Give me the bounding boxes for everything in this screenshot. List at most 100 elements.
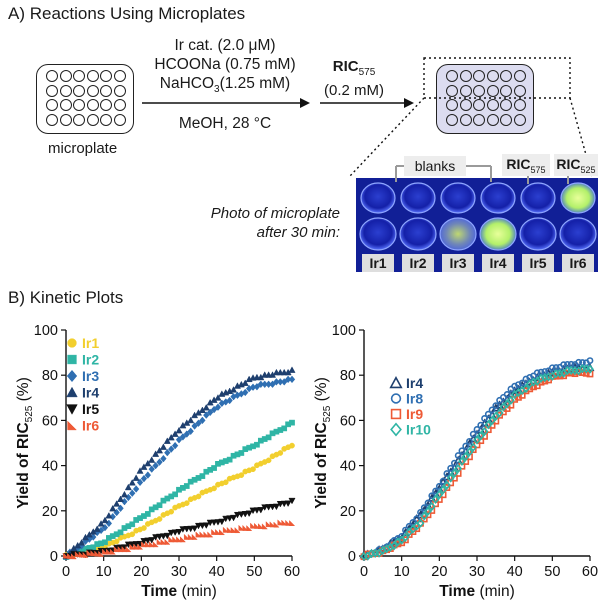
data-point [289, 519, 296, 526]
data-point [234, 526, 241, 534]
data-point [261, 523, 268, 530]
microplate-photo: blanks RIC575 RIC525 Ir1 Ir2 Ir3 Ir4 Ir5 Ir6 [356, 154, 598, 272]
series-ir10 [360, 364, 594, 561]
data-point [128, 479, 136, 486]
data-point [82, 551, 89, 558]
microplate-well [446, 113, 458, 126]
photo-well-bottom [519, 217, 557, 251]
data-point [167, 433, 175, 441]
x-tick-label: 20 [133, 564, 149, 580]
data-point [246, 524, 253, 531]
photo-well-top [440, 182, 476, 214]
microplate-well [86, 99, 99, 111]
microplate-well [500, 113, 512, 126]
x-tick-label: 10 [96, 564, 112, 580]
data-point [117, 529, 124, 536]
microplate-well [473, 84, 485, 97]
y-tick-label: 100 [332, 323, 356, 339]
data-point [257, 522, 265, 530]
data-point [481, 415, 488, 422]
data-point [195, 419, 202, 427]
data-point [129, 521, 136, 528]
data-point [465, 447, 474, 457]
condition-catalyst: Ir cat. (2.0 μM) [174, 37, 276, 54]
data-point [447, 464, 455, 472]
data-point [160, 454, 167, 463]
microplate-well [46, 113, 58, 126]
data-point [176, 536, 183, 543]
data-point [168, 445, 175, 453]
data-point [413, 525, 421, 533]
data-point [159, 443, 167, 450]
data-point [129, 531, 136, 538]
data-point [469, 430, 477, 438]
microplate-well [446, 84, 458, 97]
data-point [420, 511, 429, 521]
data-point [586, 357, 594, 364]
legend-label: Ir4 [406, 375, 423, 391]
y-tick-label: 80 [42, 368, 58, 384]
y-tick-label: 40 [340, 459, 356, 475]
data-point [90, 549, 97, 557]
microplate-well [86, 84, 99, 97]
x-tick-label: 30 [171, 564, 187, 580]
data-point [93, 525, 101, 532]
data-point [420, 504, 428, 512]
microplate-well [113, 84, 126, 97]
x-tick-label: 30 [469, 564, 485, 580]
microplate-well [73, 99, 85, 111]
microplate-well [113, 70, 126, 82]
lane-label-ir2: Ir2 [402, 254, 434, 272]
data-point [124, 483, 132, 491]
legend-label: Ir2 [82, 352, 99, 368]
data-point [506, 395, 515, 405]
data-point [462, 442, 470, 450]
data-point [265, 457, 272, 464]
photo-well-bottom [439, 217, 477, 251]
microplate-well [86, 70, 99, 82]
data-point [148, 537, 156, 544]
legend-marker [390, 422, 402, 437]
data-point [230, 514, 238, 522]
data-point [195, 493, 202, 500]
data-point [207, 531, 214, 538]
legend-label: Ir9 [406, 406, 423, 422]
data-point [417, 508, 424, 516]
microplate-well [59, 113, 72, 126]
y-axis-label: Yield of RIC525 (%) [15, 377, 35, 509]
data-point [269, 521, 276, 528]
data-point [102, 548, 109, 555]
data-point [265, 521, 272, 528]
photo-caption: Photo of microplate after 30 min: [210, 205, 340, 241]
data-point [156, 458, 163, 466]
legend-marker [67, 338, 77, 348]
microplate-well [86, 113, 99, 126]
photo-well-bottom [359, 217, 397, 251]
data-point [218, 518, 226, 526]
data-point [109, 548, 116, 555]
legend-marker [390, 408, 402, 420]
data-point [183, 483, 190, 489]
data-point [480, 426, 489, 437]
series-ir4 [359, 362, 595, 559]
data-point [277, 450, 284, 456]
y-axis-label: Yield of RIC525 (%) [313, 377, 333, 509]
data-point [560, 361, 568, 369]
data-point [281, 425, 288, 432]
data-point [289, 442, 295, 449]
data-point [214, 394, 222, 401]
x-tick-label: 60 [582, 564, 598, 580]
data-point [466, 437, 473, 445]
ric575-label: RIC575 [502, 154, 550, 176]
data-point [140, 474, 148, 483]
data-point [401, 532, 410, 542]
microplate-well [459, 84, 472, 97]
legend-marker [67, 354, 77, 365]
photo-well-top [400, 182, 436, 214]
microplate-label: microplate [48, 140, 118, 157]
data-point [439, 477, 447, 485]
data-point [148, 456, 156, 463]
data-point [164, 448, 171, 457]
data-point [74, 551, 81, 558]
microplate-well [73, 84, 85, 97]
